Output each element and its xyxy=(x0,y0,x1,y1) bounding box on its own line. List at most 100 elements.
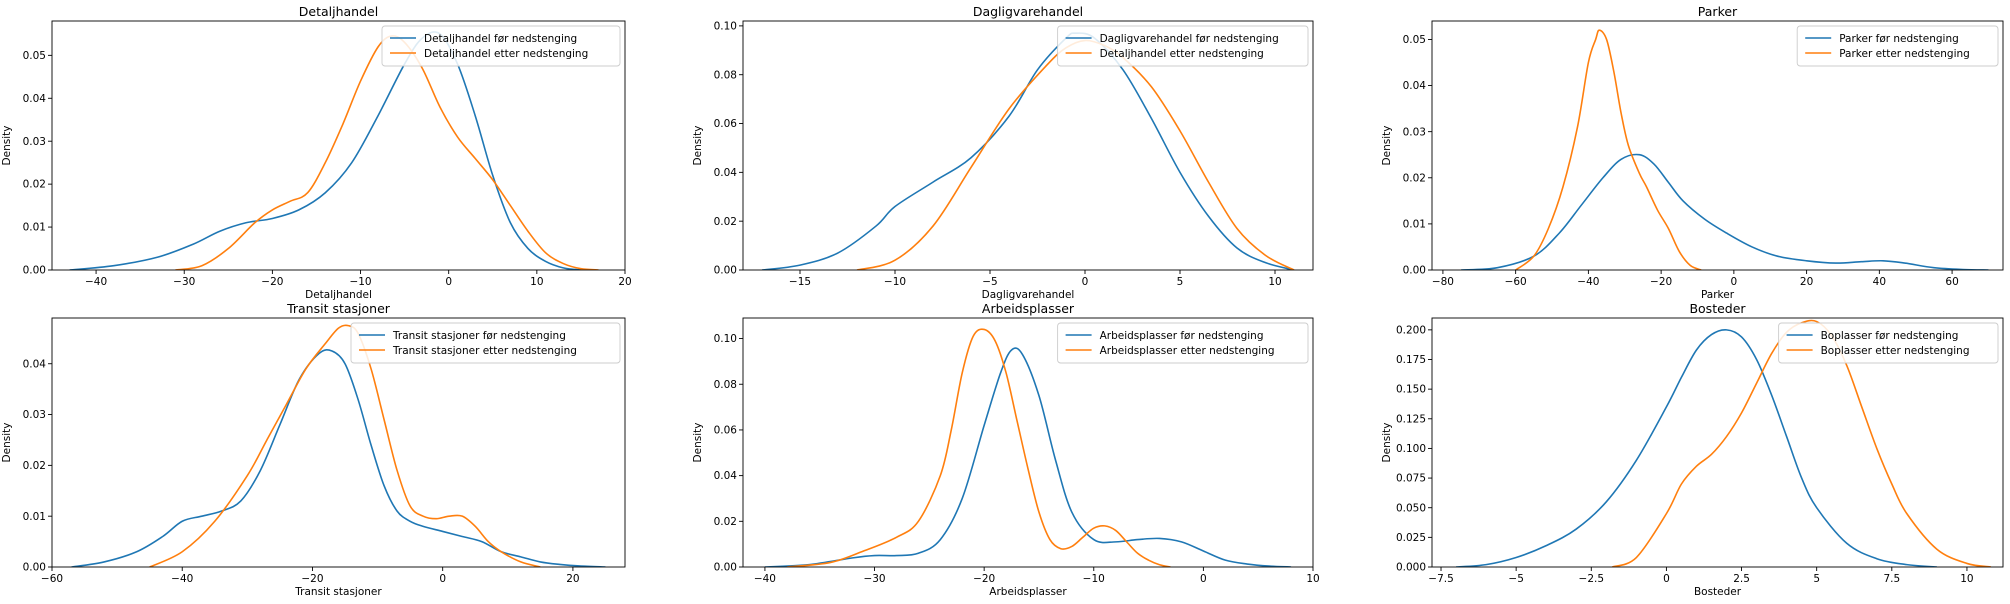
series-line-1 xyxy=(1455,329,1937,567)
legend-entry: Detaljhandel etter nedstenging xyxy=(1100,48,1264,60)
legend-entry: Detaljhandel etter nedstenging xyxy=(424,48,588,60)
x-tick-label: 0 xyxy=(1082,276,1089,288)
x-tick-label: −40 xyxy=(171,573,193,585)
legend-entry: Parker etter nedstenging xyxy=(1839,48,1970,60)
y-tick-label: 0.02 xyxy=(714,516,737,528)
y-tick-label: 0.04 xyxy=(23,93,47,105)
x-tick-label: −20 xyxy=(301,573,323,585)
x-tick-label: −60 xyxy=(41,573,63,585)
x-tick-label: −10 xyxy=(1083,573,1105,585)
x-tick-label: −5 xyxy=(1508,573,1523,585)
x-tick-label: −10 xyxy=(884,276,906,288)
y-tick-label: 0.125 xyxy=(1396,413,1426,425)
legend: Boplasser før nedstenging Boplasser etter… xyxy=(1778,322,1999,364)
y-tick-label: 0.03 xyxy=(23,136,46,148)
y-tick-label: 0.02 xyxy=(23,179,46,191)
series-line-1 xyxy=(69,31,582,270)
y-tick-label: 0.01 xyxy=(23,511,46,523)
axes-frame xyxy=(51,20,626,271)
x-tick-label: 2.5 xyxy=(1733,573,1750,585)
chart-title: Parker xyxy=(1698,4,1738,19)
y-tick-label: 0.02 xyxy=(714,216,737,228)
y-axis-label: Density xyxy=(692,423,704,463)
subplot-2: −15 −10 −5 0 5 10 0.00 0.02 0.04 0.06 0.08 0.10 Dagl… xyxy=(692,4,1314,301)
y-tick-label: 0.025 xyxy=(1396,532,1426,544)
y-tick-label: 0.00 xyxy=(714,265,737,277)
y-tick-label: 0.08 xyxy=(714,379,737,391)
y-tick-label: 0.175 xyxy=(1396,354,1426,366)
y-tick-label: 0.200 xyxy=(1396,324,1426,336)
x-tick-label: −30 xyxy=(173,276,195,288)
y-tick-label: 0.02 xyxy=(23,460,46,472)
x-tick-label: −40 xyxy=(1577,276,1599,288)
y-tick-label: 0.000 xyxy=(1396,562,1426,574)
y-tick-label: 0.150 xyxy=(1396,384,1426,396)
axes-frame xyxy=(1431,20,2004,271)
x-axis-label: Arbeidsplasser xyxy=(989,586,1067,598)
chart-title: Detaljhandel xyxy=(299,4,378,19)
series-line-2 xyxy=(1515,29,1702,270)
subplot-4: −60 −40 −20 0 20 0.00 0.01 0.02 0.03 0.04 Transit … xyxy=(1,301,626,598)
x-tick-label: −2.5 xyxy=(1579,573,1605,585)
axes-frame xyxy=(742,20,1314,271)
y-tick-label: 0.00 xyxy=(23,265,46,277)
series-line-2 xyxy=(149,324,541,567)
y-tick-label: 0.10 xyxy=(714,333,737,345)
y-tick-label: 0.03 xyxy=(23,409,46,421)
x-tick-label: −80 xyxy=(1432,276,1454,288)
chart-title: Bosteder xyxy=(1689,301,1746,316)
legend-box xyxy=(1778,322,1999,364)
legend-entry: Arbeidsplasser etter nedstenging xyxy=(1100,345,1275,357)
series-line-1 xyxy=(1461,153,1989,270)
y-tick-label: 0.01 xyxy=(1403,218,1426,230)
series-line-2 xyxy=(175,35,599,270)
subplot-6: −7.5 −5 −2.5 0 2.5 5 7.5 10 0.000 0.025 0.050 0.075… xyxy=(1381,301,2004,598)
axes-frame xyxy=(742,317,1314,568)
legend: Detaljhandel før nedstenging Detaljhandel… xyxy=(381,25,621,67)
x-tick-label: −15 xyxy=(789,276,811,288)
legend-entry: Parker før nedstenging xyxy=(1839,33,1959,45)
legend: Transit stasjoner før nedstenging Transit… xyxy=(350,322,621,364)
y-tick-label: 0.00 xyxy=(714,562,737,574)
y-tick-label: 0.075 xyxy=(1396,473,1426,485)
legend-box xyxy=(350,322,621,364)
y-tick-label: 0.04 xyxy=(1403,80,1427,92)
x-tick-label: 10 xyxy=(1268,276,1281,288)
subplot-5: −40 −30 −20 −10 0 10 0.00 0.02 0.04 0.06 0.08 0.10 A… xyxy=(692,301,1320,598)
chart-title: Transit stasjoner xyxy=(286,301,391,316)
y-tick-label: 0.04 xyxy=(714,167,738,179)
y-tick-label: 0.05 xyxy=(1403,34,1426,46)
x-tick-label: −60 xyxy=(1505,276,1527,288)
legend: Arbeidsplasser før nedstenging Arbeidspla… xyxy=(1057,322,1309,364)
y-tick-label: 0.050 xyxy=(1396,502,1426,514)
x-axis-label: Transit stasjoner xyxy=(294,586,382,598)
y-tick-label: 0.08 xyxy=(714,69,737,81)
x-tick-label: −40 xyxy=(85,276,107,288)
legend-entry: Boplasser etter nedstenging xyxy=(1821,345,1970,357)
legend-box xyxy=(1796,25,1999,67)
series-line-1 xyxy=(761,32,1295,270)
y-tick-label: 0.02 xyxy=(1403,172,1426,184)
x-tick-label: 7.5 xyxy=(1883,573,1900,585)
x-tick-label: 20 xyxy=(566,573,579,585)
series-line-2 xyxy=(856,39,1295,270)
y-tick-label: 0.100 xyxy=(1396,443,1426,455)
x-axis-label: Bosteder xyxy=(1694,586,1742,598)
subplot-3: −80 −60 −40 −20 0 20 40 60 0.00 0.01 0.02 0.03 0.04 0… xyxy=(1381,4,2004,301)
axes-frame xyxy=(51,317,626,568)
y-tick-label: 0.01 xyxy=(23,222,46,234)
legend-box xyxy=(1057,322,1309,364)
x-tick-label: −40 xyxy=(754,573,776,585)
legend-entry: Dagligvarehandel før nedstenging xyxy=(1100,33,1279,45)
x-axis-label: Dagligvarehandel xyxy=(982,289,1075,301)
x-tick-label: 20 xyxy=(1800,276,1813,288)
series-line-2 xyxy=(786,328,1171,567)
y-tick-label: 0.06 xyxy=(714,118,738,130)
x-tick-label: 10 xyxy=(530,276,543,288)
axes-frame xyxy=(1431,317,2004,568)
x-tick-label: −20 xyxy=(973,573,995,585)
legend-box xyxy=(381,25,621,67)
y-tick-label: 0.10 xyxy=(714,20,737,32)
x-tick-label: −7.5 xyxy=(1428,573,1454,585)
